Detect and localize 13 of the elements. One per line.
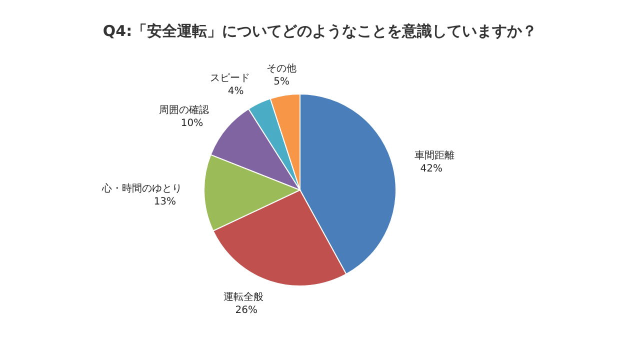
chart-title: Q4:「安全運転」についてどのようなことを意識していますか？ bbox=[102, 22, 538, 40]
slice-label: 心・時間のゆとり bbox=[101, 182, 182, 195]
data-label: 26% bbox=[235, 305, 258, 316]
slice-label: 運転全般 bbox=[224, 291, 264, 304]
slice-label: 周囲の確認 bbox=[159, 104, 210, 116]
slice-label: スピード bbox=[210, 73, 250, 84]
slice-label: 車間距離 bbox=[414, 150, 454, 162]
data-label: 42% bbox=[420, 164, 443, 175]
slice-label: その他 bbox=[266, 62, 297, 74]
data-label: 13% bbox=[154, 196, 176, 208]
data-label: 4% bbox=[228, 86, 244, 98]
data-label: 5% bbox=[274, 76, 290, 88]
data-label: 10% bbox=[180, 118, 204, 129]
